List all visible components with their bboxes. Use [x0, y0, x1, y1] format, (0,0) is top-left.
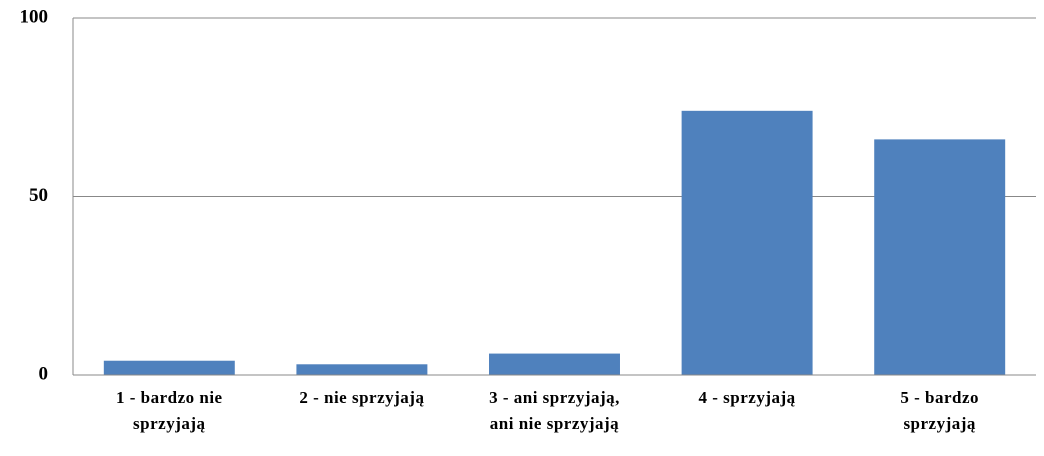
- x-tick-label: 3 - ani sprzyjają, ani nie sprzyjają: [489, 388, 620, 433]
- x-tick-label: 1 - bardzo nie sprzyjają: [115, 388, 223, 433]
- bar: [296, 364, 428, 375]
- y-tick-label: 0: [39, 363, 49, 384]
- bar: [681, 110, 813, 375]
- x-tick-label: 4 - sprzyjają: [698, 388, 796, 407]
- x-tick-label: 5 - bardzo sprzyjają: [900, 388, 980, 433]
- y-tick-label: 100: [20, 6, 49, 27]
- y-tick-label: 50: [29, 185, 48, 206]
- bar: [103, 360, 235, 375]
- bar: [489, 353, 620, 375]
- x-tick-label: 2 - nie sprzyjają: [299, 388, 425, 407]
- bar: [874, 139, 1006, 375]
